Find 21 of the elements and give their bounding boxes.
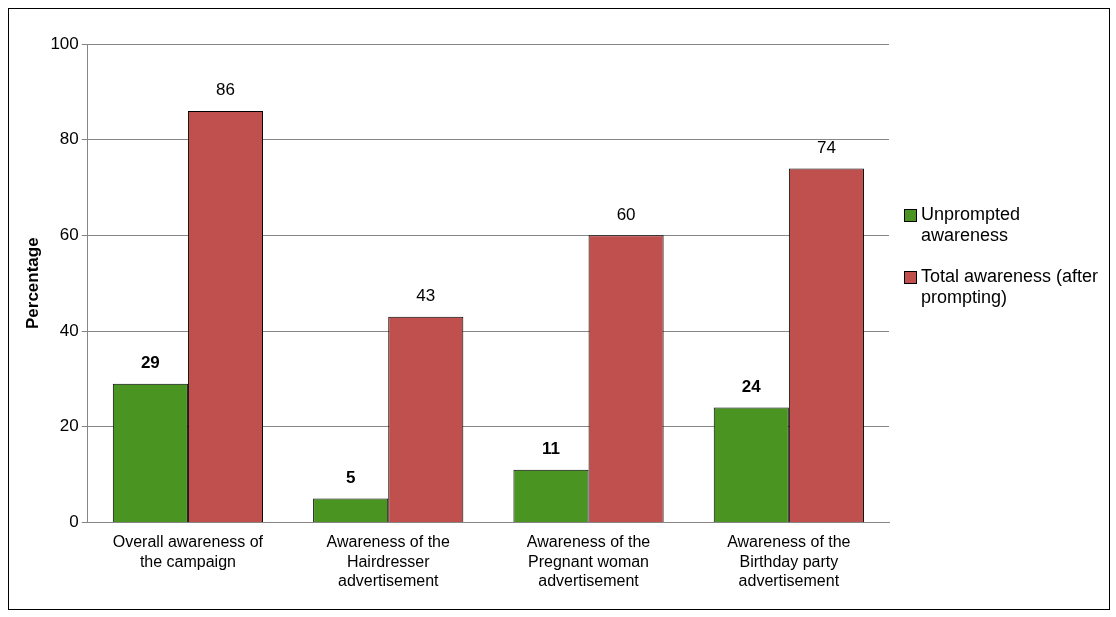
data-label: 29 — [140, 352, 160, 372]
data-label: 86 — [216, 80, 235, 100]
data-label: 24 — [741, 376, 762, 396]
data-label: 74 — [816, 137, 836, 157]
data-label: 43 — [416, 285, 436, 305]
y-tick-label: 0 — [69, 512, 79, 532]
y-tick-label: 40 — [59, 320, 79, 340]
x-tick-label: Overall awareness of the campaign — [112, 533, 264, 570]
y-tick-label: 60 — [59, 225, 79, 245]
y-tick-label: 100 — [50, 33, 79, 53]
data-label: 11 — [541, 438, 560, 458]
x-tick-label: Awareness of the Pregnant woman advertisement — [526, 533, 651, 589]
legend-label: Unprompted awareness — [921, 204, 1022, 246]
x-tick-label: Awareness of the Hairdresser advertisement — [326, 533, 450, 589]
y-axis-title: Percentage — [22, 237, 42, 330]
x-tick-label: Awareness of the Birthday party advertisement — [727, 533, 851, 589]
data-label: 60 — [616, 204, 636, 224]
y-tick-label: 20 — [59, 416, 79, 436]
y-tick-label: 80 — [59, 129, 79, 149]
legend-label: Total awareness (after prompting) — [921, 266, 1100, 308]
data-label: 5 — [345, 467, 356, 487]
